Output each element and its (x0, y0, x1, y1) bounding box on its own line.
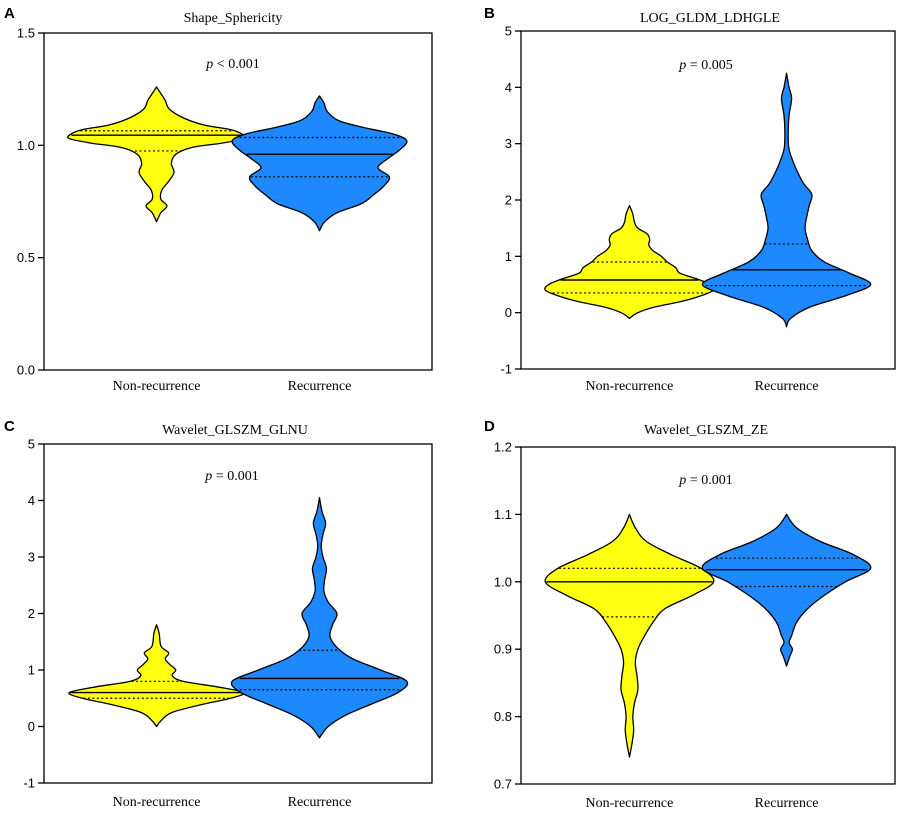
p-value: p = 0.005 (678, 58, 732, 73)
violin-recurrence (701, 513, 872, 667)
y-tick-label: 3 (28, 550, 35, 565)
panel-letter: C (4, 418, 15, 435)
p-value: p = 0.001 (678, 473, 732, 488)
panel-letter: A (4, 5, 15, 22)
category-label: Recurrence (288, 379, 352, 394)
panel-a: A Shape_Sphericity 0.0 0.5 1.0 1.5 p < 0.001 No… (4, 5, 433, 394)
category-label: Non-recurrence (586, 796, 674, 811)
y-tick-label: 2 (28, 606, 35, 621)
violin-non-recurrence (67, 86, 246, 223)
y-tick-label: 1.2 (494, 440, 512, 455)
panel-d: D Wavelet_GLSZM_ZE 0.7 0.8 0.9 1.0 1.1 1.2 p = 0… (484, 418, 896, 811)
category-label: Non-recurrence (586, 379, 674, 394)
y-tick-label: 1.5 (17, 26, 35, 41)
category-label: Recurrence (755, 379, 819, 394)
chart-title: Shape_Sphericity (184, 11, 283, 26)
y-tick-label: 1.1 (494, 507, 512, 522)
y-tick-label: 4 (28, 493, 35, 508)
y-tick-label: 1 (505, 249, 512, 264)
y-tick-label: 0.8 (494, 709, 512, 724)
y-tick-label: 1 (28, 663, 35, 678)
category-label: Non-recurrence (113, 795, 201, 810)
chart-title: LOG_GLDM_LDHGLE (640, 11, 780, 26)
y-tick-label: 0.9 (494, 642, 512, 657)
chart-title: Wavelet_GLSZM_ZE (644, 423, 768, 438)
category-label: Recurrence (755, 796, 819, 811)
y-tick-label: 5 (28, 437, 35, 452)
plot-frame (520, 446, 896, 785)
y-tick-label: 1.0 (494, 574, 512, 589)
y-tick-label: 5 (505, 24, 512, 39)
y-tick-label: 3 (505, 136, 512, 151)
y-tick-label: -1 (500, 362, 512, 377)
y-tick-label: 2 (505, 193, 512, 208)
violin-recurrence (701, 72, 872, 328)
y-tick-label: 4 (505, 80, 512, 95)
panel-letter: D (484, 418, 495, 435)
panel-b: B LOG_GLDM_LDHGLE -1 0 1 2 3 4 5 p = 0.005 Non-rec… (484, 5, 896, 394)
violin-non-recurrence (544, 513, 715, 758)
violin-non-recurrence (68, 624, 245, 728)
y-tick-label: 1.0 (17, 138, 35, 153)
plot-frame (43, 443, 433, 784)
violin-recurrence (230, 497, 409, 739)
chart-title: Wavelet_GLSZM_GLNU (162, 423, 308, 438)
y-tick-label: -1 (23, 776, 35, 791)
panel-c: C Wavelet_GLSZM_GLNU -1 0 1 2 3 4 5 p = 0.001 Non-… (4, 418, 433, 810)
y-tick-label: 0.5 (17, 250, 35, 265)
y-tick-label: 0.7 (494, 777, 512, 792)
plot-frame (43, 32, 433, 371)
panel-letter: B (484, 5, 495, 22)
y-tick-label: 0.0 (17, 363, 35, 378)
category-label: Non-recurrence (113, 379, 201, 394)
plot-frame (520, 30, 896, 370)
y-tick-label: 0 (28, 719, 35, 734)
y-tick-label: 0 (505, 305, 512, 320)
category-label: Recurrence (288, 795, 352, 810)
p-value: p = 0.001 (204, 469, 258, 484)
p-value: p < 0.001 (205, 57, 259, 72)
violin-recurrence (231, 95, 408, 232)
